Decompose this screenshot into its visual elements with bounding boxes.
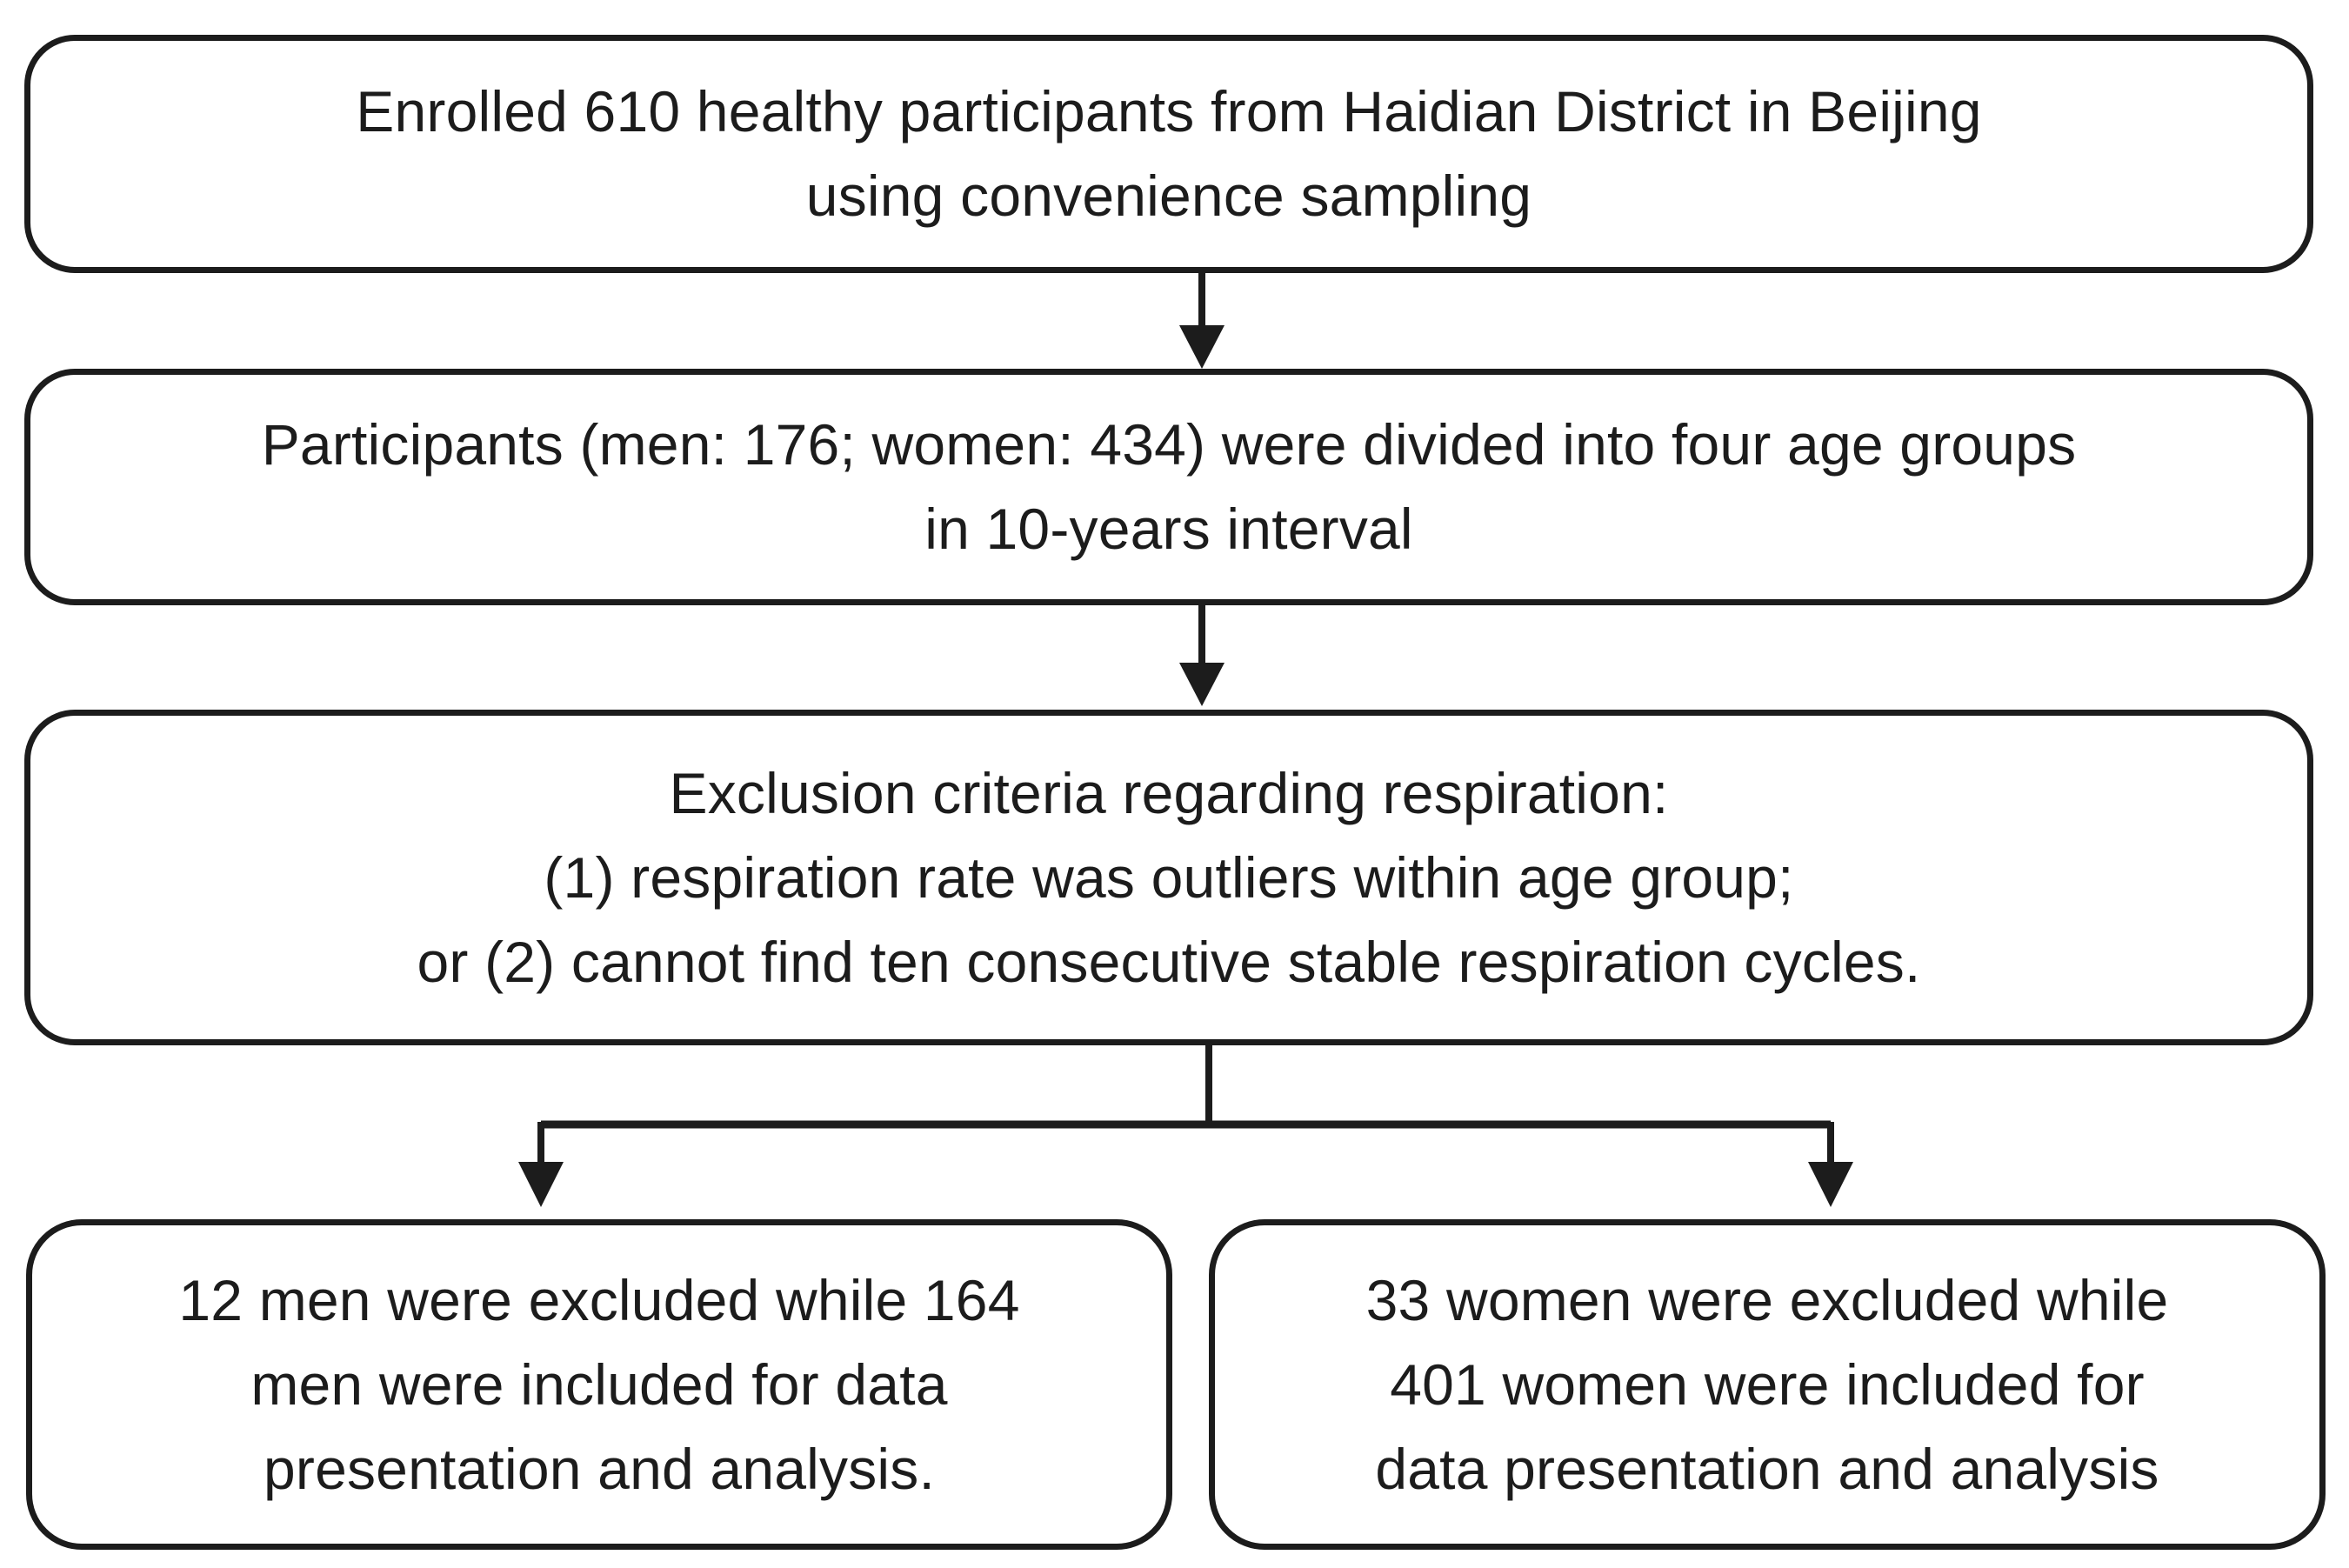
- flow-box-text-line: using convenience sampling: [805, 163, 1532, 228]
- flow-box-text-line: men were included for data: [250, 1351, 948, 1417]
- flow-box-text-line: Participants (men: 176; women: 434) were…: [261, 412, 2077, 477]
- arrow-down-icon-to-women-box: [1808, 1122, 1853, 1207]
- arrow-down-icon-to-men-box: [518, 1122, 564, 1207]
- flow-box-text-line: Enrolled 610 healthy participants from H…: [356, 79, 1982, 143]
- flow-box-text-line: data presentation and analysis: [1375, 1436, 2159, 1501]
- flow-box-exclusion-criteria: Exclusion criteria regarding respiration…: [24, 710, 2313, 1045]
- flow-box-text-line: (1) respiration rate was outliers within…: [544, 844, 1794, 910]
- flow-box-text-line: or (2) cannot find ten consecutive stabl…: [417, 929, 1921, 994]
- flow-box-text-line: presentation and analysis.: [263, 1436, 936, 1501]
- flow-box-men-outcome: 12 men were excluded while 164 men were …: [26, 1219, 1172, 1550]
- flow-box-text-line: 12 men were excluded while 164: [178, 1267, 1020, 1332]
- flow-box-women-outcome: 33 women were excluded while 401 women w…: [1209, 1219, 2326, 1550]
- flow-box-text-line: 33 women were excluded while: [1365, 1267, 2169, 1332]
- flow-box-text-line: Exclusion criteria regarding respiration…: [669, 760, 1669, 825]
- flow-box-enrollment: Enrolled 610 healthy participants from H…: [24, 35, 2313, 273]
- flow-box-text-line: in 10-years interval: [924, 497, 1413, 561]
- arrow-down-icon-grouping-to-exclusion: [1179, 604, 1225, 706]
- arrow-down-icon-enrollment-to-grouping: [1179, 271, 1225, 369]
- flow-box-text-line: 401 women were included for: [1390, 1351, 2145, 1417]
- split-connector: [541, 1044, 1831, 1129]
- flow-box-age-grouping: Participants (men: 176; women: 434) were…: [24, 369, 2313, 605]
